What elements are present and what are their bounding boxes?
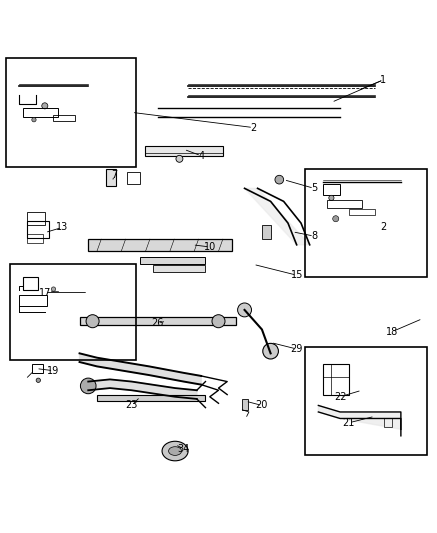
Bar [97, 394, 205, 401]
Bar [106, 169, 116, 186]
Ellipse shape [162, 441, 188, 461]
Text: 23: 23 [125, 400, 138, 410]
Text: 13: 13 [56, 222, 68, 232]
Bar [305, 347, 427, 455]
Text: 4: 4 [198, 151, 204, 161]
Bar [323, 364, 349, 394]
Text: 8: 8 [311, 231, 317, 241]
Text: 17: 17 [38, 287, 51, 297]
Polygon shape [88, 379, 197, 399]
Text: 19: 19 [47, 366, 59, 376]
Bar [349, 209, 375, 215]
Text: 2: 2 [380, 222, 387, 232]
Ellipse shape [169, 447, 182, 455]
Bar [28, 234, 43, 243]
Bar [384, 418, 392, 427]
Text: 10: 10 [204, 242, 216, 252]
Bar [153, 265, 205, 272]
Text: 2: 2 [250, 123, 257, 133]
Circle shape [329, 195, 334, 200]
Circle shape [212, 314, 225, 328]
Bar [305, 169, 427, 277]
Bar [28, 221, 49, 238]
Text: 1: 1 [381, 75, 387, 85]
Bar [53, 115, 75, 121]
Circle shape [51, 287, 55, 291]
Bar [140, 257, 205, 264]
Text: 7: 7 [111, 171, 118, 180]
Bar [323, 184, 340, 195]
Bar [145, 146, 223, 156]
Circle shape [32, 118, 36, 122]
Circle shape [333, 216, 339, 222]
Polygon shape [319, 406, 401, 436]
Bar [243, 399, 248, 410]
Bar [327, 200, 362, 208]
Text: 20: 20 [256, 400, 268, 410]
Text: 29: 29 [291, 344, 303, 354]
Bar [6, 58, 136, 167]
Text: 15: 15 [291, 270, 303, 280]
Circle shape [275, 175, 284, 184]
Bar [23, 277, 38, 290]
Bar [262, 225, 271, 239]
Bar [32, 364, 43, 373]
Text: 34: 34 [177, 444, 190, 454]
Circle shape [86, 314, 99, 328]
Bar [80, 317, 236, 325]
Polygon shape [80, 353, 201, 385]
Circle shape [36, 378, 41, 383]
Circle shape [238, 303, 252, 317]
Text: 5: 5 [311, 183, 317, 193]
Text: 22: 22 [334, 392, 347, 402]
Bar [23, 108, 58, 117]
Bar [28, 212, 45, 225]
Text: 21: 21 [343, 418, 355, 428]
Bar [127, 172, 140, 184]
Circle shape [42, 103, 48, 109]
Bar [88, 239, 232, 251]
Circle shape [80, 378, 96, 394]
Bar [19, 295, 47, 305]
Bar [10, 264, 136, 360]
Text: 26: 26 [152, 318, 164, 328]
Text: 18: 18 [386, 327, 398, 337]
Circle shape [176, 155, 183, 162]
Circle shape [263, 343, 278, 359]
Polygon shape [245, 188, 310, 245]
